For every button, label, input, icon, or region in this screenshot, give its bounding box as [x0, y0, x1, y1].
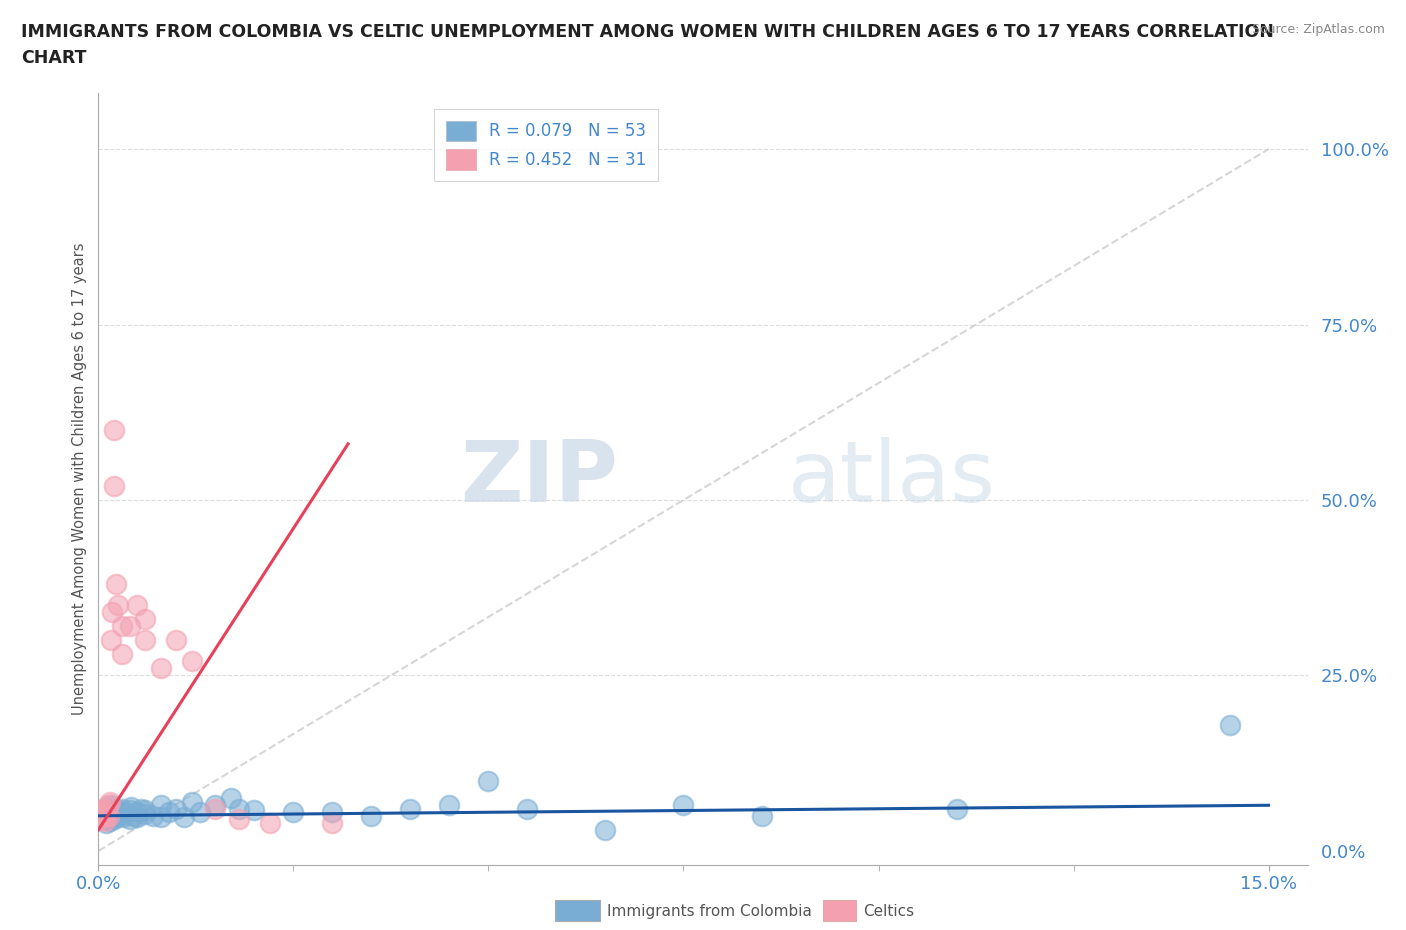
Point	[91, 804, 114, 819]
Point	[101, 604, 124, 619]
Point	[595, 822, 617, 837]
Point	[97, 810, 120, 825]
Point	[127, 804, 149, 819]
Point	[107, 598, 129, 613]
Point	[134, 807, 156, 822]
Point	[399, 802, 422, 817]
Point	[181, 794, 204, 809]
Point	[105, 810, 128, 825]
Point	[103, 812, 125, 827]
Point	[173, 810, 195, 825]
Point	[360, 808, 382, 823]
Point	[188, 804, 211, 819]
Point	[321, 816, 343, 830]
Point	[157, 804, 180, 819]
Point	[131, 802, 153, 817]
Y-axis label: Unemployment Among Women with Children Ages 6 to 17 years: Unemployment Among Women with Children A…	[72, 243, 87, 715]
Point	[98, 803, 121, 817]
Point	[100, 633, 122, 648]
Text: atlas: atlas	[787, 437, 995, 521]
Point	[93, 812, 115, 827]
Point	[142, 808, 165, 823]
Point	[204, 798, 226, 813]
Point	[516, 802, 538, 817]
Point	[98, 808, 121, 823]
Point	[107, 807, 129, 822]
Point	[477, 773, 499, 788]
Point	[321, 804, 343, 819]
Text: CHART: CHART	[21, 49, 87, 67]
Point	[118, 803, 141, 817]
Point	[103, 804, 125, 819]
Point	[945, 802, 967, 817]
Point	[1219, 717, 1241, 732]
Point	[134, 803, 156, 817]
Point	[98, 794, 121, 809]
Text: Immigrants from Colombia: Immigrants from Colombia	[607, 904, 813, 919]
Point	[104, 577, 127, 591]
Point	[90, 810, 112, 825]
Point	[118, 812, 141, 827]
Point	[101, 808, 124, 823]
Point	[91, 804, 114, 819]
Point	[97, 798, 120, 813]
Text: Source: ZipAtlas.com: Source: ZipAtlas.com	[1251, 23, 1385, 36]
Point	[96, 816, 118, 830]
Point	[103, 422, 125, 437]
Point	[751, 808, 773, 823]
Point	[283, 804, 305, 819]
Point	[672, 798, 695, 813]
Point	[439, 798, 461, 813]
Point	[120, 800, 142, 815]
Point	[165, 802, 187, 817]
Point	[104, 802, 127, 817]
Point	[149, 661, 172, 676]
Point	[111, 618, 134, 633]
Point	[228, 802, 250, 817]
Point	[97, 807, 120, 822]
Point	[181, 654, 204, 669]
Point	[93, 808, 115, 823]
Point	[96, 802, 118, 817]
Point	[134, 633, 156, 648]
Point	[114, 807, 136, 822]
Point	[259, 816, 281, 830]
Point	[90, 808, 112, 823]
Point	[90, 807, 112, 822]
Point	[122, 808, 145, 823]
Point	[89, 812, 111, 827]
Point	[127, 598, 149, 613]
Point	[243, 803, 266, 817]
Point	[219, 790, 242, 805]
Point	[111, 802, 134, 817]
Point	[165, 633, 187, 648]
Text: Celtics: Celtics	[863, 904, 914, 919]
Legend: R = 0.079   N = 53, R = 0.452   N = 31: R = 0.079 N = 53, R = 0.452 N = 31	[434, 109, 658, 181]
Point	[91, 802, 114, 817]
Point	[111, 804, 134, 819]
Point	[149, 810, 172, 825]
Point	[134, 612, 156, 627]
Point	[112, 810, 135, 825]
Point	[228, 812, 250, 827]
Text: IMMIGRANTS FROM COLOMBIA VS CELTIC UNEMPLOYMENT AMONG WOMEN WITH CHILDREN AGES 6: IMMIGRANTS FROM COLOMBIA VS CELTIC UNEMP…	[21, 23, 1274, 41]
Point	[100, 798, 122, 813]
Point	[204, 802, 226, 817]
Point	[96, 803, 118, 817]
Point	[96, 810, 118, 825]
Point	[103, 479, 125, 494]
Text: ZIP: ZIP	[461, 437, 619, 521]
Point	[118, 618, 141, 633]
Point	[127, 810, 149, 825]
Point	[93, 814, 115, 829]
Point	[98, 814, 121, 829]
Point	[149, 798, 172, 813]
Point	[111, 647, 134, 662]
